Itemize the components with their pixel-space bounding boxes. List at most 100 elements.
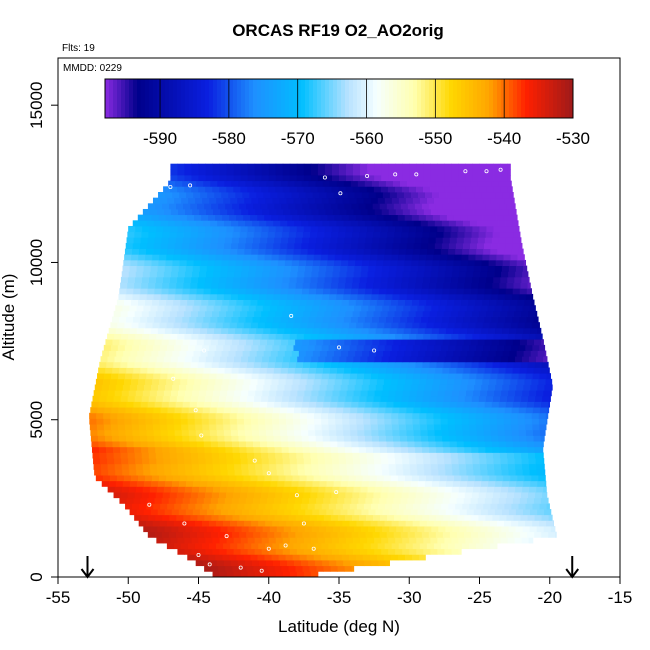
heatmap-cell [233, 395, 241, 402]
heatmap-cell [437, 175, 445, 182]
heatmap-cell [99, 446, 107, 453]
heatmap-cell [312, 192, 321, 199]
heatmap-cell [457, 452, 466, 459]
heatmap-cell [210, 401, 219, 408]
heatmap-cell [211, 395, 220, 402]
heatmap-cell [541, 339, 544, 346]
heatmap-cell [471, 395, 480, 402]
heatmap-cell [513, 446, 521, 453]
heatmap-cell [465, 169, 473, 176]
x-axis-label: Latitude (deg N) [278, 617, 400, 636]
heatmap-cell [549, 395, 551, 402]
heatmap-cell [448, 424, 456, 431]
heatmap-cell [368, 192, 377, 199]
heatmap-cell [216, 344, 224, 351]
heatmap-cell [232, 492, 241, 499]
heatmap-cell [404, 475, 413, 482]
heatmap-cell [428, 316, 436, 323]
heatmap-cell [330, 401, 338, 408]
heatmap-cell [431, 384, 440, 391]
colorbar-segment [293, 79, 298, 118]
heatmap-cell [441, 373, 449, 380]
heatmap-cell [368, 480, 377, 487]
heatmap-cell [381, 458, 389, 465]
heatmap-cell [182, 441, 191, 448]
heatmap-cell [110, 424, 119, 431]
heatmap-cell [409, 225, 417, 233]
heatmap-cell [398, 520, 407, 527]
heatmap-cell [282, 537, 291, 544]
colorbar-segment [173, 79, 178, 118]
heatmap-cell [272, 344, 280, 351]
heatmap-cell [283, 356, 291, 363]
heatmap-cell [535, 395, 543, 402]
heatmap-cell [441, 407, 449, 414]
heatmap-cell [134, 310, 143, 317]
heatmap-cell [414, 288, 422, 295]
heatmap-cell [278, 322, 287, 329]
heatmap-cell [432, 350, 440, 357]
heatmap-cell [212, 458, 220, 465]
heatmap-cell [509, 480, 517, 487]
heatmap-cell [281, 401, 289, 408]
heatmap-cell [302, 231, 311, 238]
heatmap-cell [177, 548, 185, 555]
heatmap-cell [291, 384, 299, 391]
heatmap-cell [216, 429, 225, 436]
heatmap-cell [296, 458, 305, 465]
heatmap-cell [437, 548, 445, 555]
heatmap-cell [487, 390, 495, 397]
heatmap-cell [217, 220, 225, 227]
heatmap-cell [256, 480, 264, 487]
heatmap-cell [205, 486, 214, 493]
heatmap-cell [288, 531, 296, 538]
heatmap-cell [433, 197, 442, 204]
heatmap-cell [321, 322, 329, 329]
heatmap-cell [272, 407, 281, 414]
heatmap-cell [237, 543, 245, 550]
heatmap-cell [310, 452, 318, 459]
heatmap-cell [471, 361, 480, 368]
heatmap-cell [167, 407, 175, 414]
heatmap-cell [133, 237, 141, 244]
heatmap-cell [408, 282, 416, 289]
heatmap-cell [247, 186, 255, 193]
colorbar-segment [473, 79, 478, 118]
heatmap-cell [403, 469, 411, 476]
heatmap-cell [443, 395, 452, 402]
heatmap-cell [410, 265, 418, 272]
heatmap-cell [400, 441, 408, 448]
heatmap-cell [344, 565, 353, 572]
heatmap-cell [167, 344, 175, 351]
heatmap-cell [470, 339, 479, 346]
heatmap-cell [187, 554, 195, 561]
heatmap-cell [279, 407, 288, 414]
colorbar-segment [405, 79, 410, 118]
heatmap-cell [282, 452, 290, 459]
heatmap-cell [391, 248, 400, 255]
heatmap-cell [386, 339, 394, 346]
heatmap-cell [399, 407, 407, 414]
heatmap-cell [278, 554, 287, 561]
heatmap-cell [511, 197, 515, 204]
heatmap-cell [148, 514, 156, 521]
heatmap-cell [223, 429, 232, 436]
heatmap-cell [415, 452, 424, 459]
heatmap-cell [389, 509, 397, 516]
heatmap-cell [279, 503, 288, 510]
heatmap-cell [228, 480, 236, 487]
heatmap-cell [189, 339, 198, 346]
heatmap-cell [155, 452, 164, 459]
heatmap-cell [475, 418, 484, 425]
heatmap-cell [237, 373, 245, 380]
heatmap-cell [107, 390, 116, 397]
heatmap-cell [156, 486, 165, 493]
heatmap-cell [455, 344, 463, 351]
heatmap-cell [523, 509, 531, 516]
heatmap-cell [440, 520, 449, 527]
heatmap-cell [438, 305, 446, 312]
heatmap-cell [127, 231, 135, 238]
heatmap-cell [487, 271, 495, 278]
heatmap-cell [430, 225, 438, 233]
heatmap-cell [260, 531, 268, 538]
